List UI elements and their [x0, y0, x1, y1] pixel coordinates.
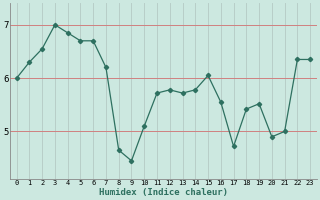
X-axis label: Humidex (Indice chaleur): Humidex (Indice chaleur): [99, 188, 228, 197]
